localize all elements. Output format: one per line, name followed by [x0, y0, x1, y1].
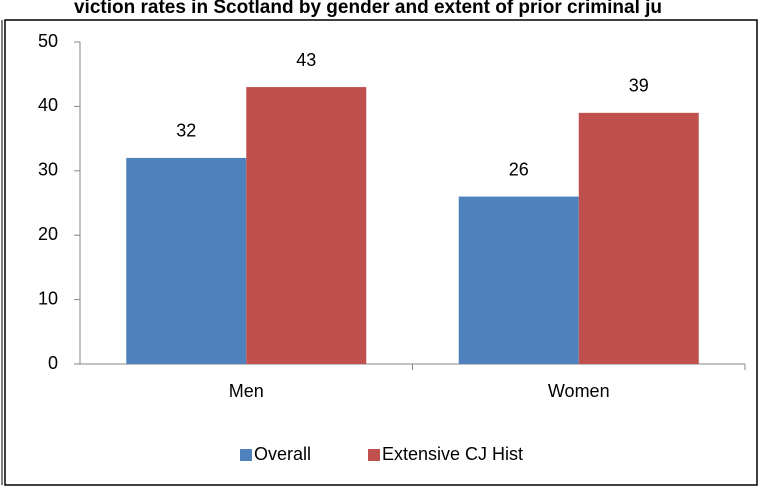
legend-label: Extensive CJ Hist: [382, 444, 523, 464]
y-tick-label: 40: [38, 95, 58, 115]
y-tick-label: 50: [38, 31, 58, 51]
x-tick-label: Men: [229, 381, 264, 401]
y-tick-label: 20: [38, 224, 58, 244]
chart-title: viction rates in Scotland by gender and …: [74, 0, 662, 18]
bar: [458, 196, 579, 364]
x-tick-label: Women: [548, 381, 610, 401]
y-tick-label: 10: [38, 288, 58, 308]
data-label: 32: [176, 121, 196, 141]
data-label: 26: [509, 159, 529, 179]
legend-swatch: [240, 449, 252, 461]
legend-swatch: [368, 449, 380, 461]
bar: [246, 87, 367, 364]
chart-border: [4, 19, 758, 486]
data-label: 39: [629, 76, 649, 96]
bar: [578, 112, 699, 364]
legend-label: Overall: [254, 444, 311, 464]
bar: [126, 157, 247, 364]
data-label: 43: [296, 50, 316, 70]
y-tick-label: 0: [48, 353, 58, 373]
y-tick-label: 30: [38, 160, 58, 180]
